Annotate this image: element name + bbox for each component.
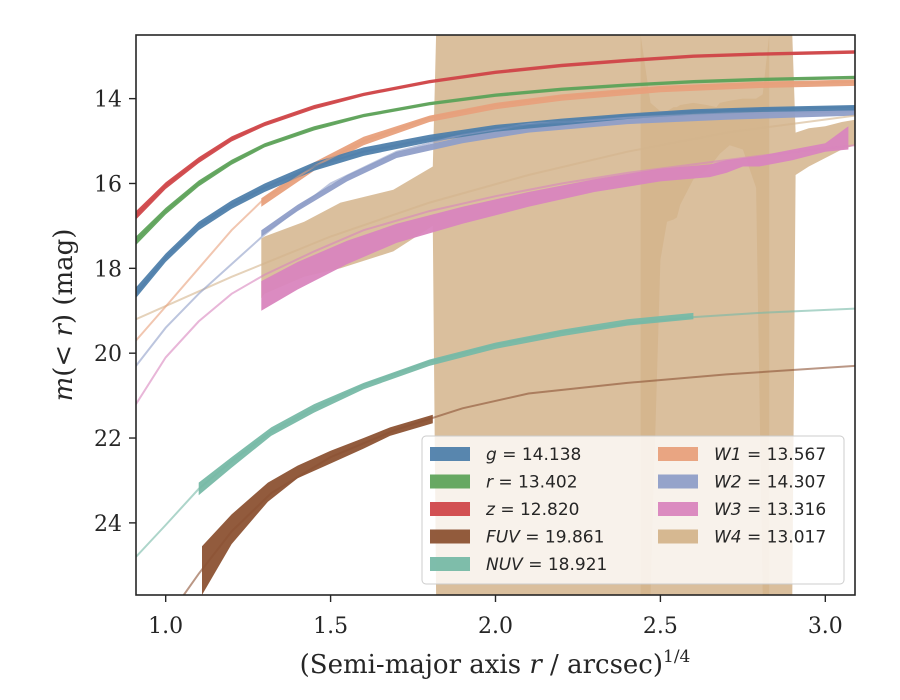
legend-label-W3: W3 = 13.316 [714,500,826,520]
model-curve-g [136,106,855,295]
model-curve-r [136,76,855,242]
legend-label-W4: W4 = 13.017 [714,528,826,548]
legend-label-W2: W2 = 14.307 [714,473,826,493]
legend-label-FUV: FUV = 19.861 [486,528,604,548]
x-axis-label: (Semi-major axis r / arcsec)1/4 [300,647,691,680]
legend-swatch-W2 [658,474,698,489]
model-curve-z [136,51,855,217]
legend-swatch-W1 [658,447,698,461]
model-curve-W4 [136,114,855,321]
model-curve-W3 [136,144,855,405]
model-curves [136,51,855,595]
model-curve-W1 [136,80,855,342]
legend-swatch-g [430,447,470,461]
legend-label-W1: W1 = 13.567 [714,445,826,465]
y-axis-label: m(< r) (mag) [49,229,79,402]
legend-label-r: r = 13.402 [486,473,578,493]
y-tick-label: 22 [94,427,122,452]
y-tick-label: 18 [94,257,122,282]
legend-swatch-NUV [430,557,470,571]
y-tick-label: 14 [94,88,122,113]
band-W3 [261,126,849,311]
legend-swatch-W3 [658,502,698,516]
legend: g = 14.138 r = 13.402 z = 12.820 FUV = 19.8… [421,435,845,585]
y-tick-label: 20 [94,342,122,367]
model-curve-FUV [182,364,855,595]
y-axis: 14 16 18 20 22 24 [94,88,136,537]
x-tick-label: 1.0 [148,614,183,639]
legend-swatch-FUV [430,529,470,544]
legend-label-NUV: NUV = 18.921 [486,555,607,575]
y-tick-label: 16 [94,172,122,197]
x-tick-label: 2.5 [643,614,678,639]
legend-label-z: z = 12.820 [485,500,579,520]
x-tick-label: 2.0 [478,614,513,639]
x-tick-label: 3.0 [808,614,843,639]
legend-swatch-z [430,502,470,516]
model-curve-NUV [136,307,855,558]
band-FUV [202,414,433,595]
legend-swatch-W4 [658,529,698,544]
legend-box [421,435,845,585]
legend-label-g: g = 14.138 [486,445,581,465]
x-axis: 1.0 1.5 2.0 2.5 3.0 [148,595,843,639]
y-tick-label: 24 [94,512,122,537]
x-tick-label: 1.5 [313,614,348,639]
model-curve-W2 [136,110,855,367]
legend-swatch-r [430,474,470,489]
